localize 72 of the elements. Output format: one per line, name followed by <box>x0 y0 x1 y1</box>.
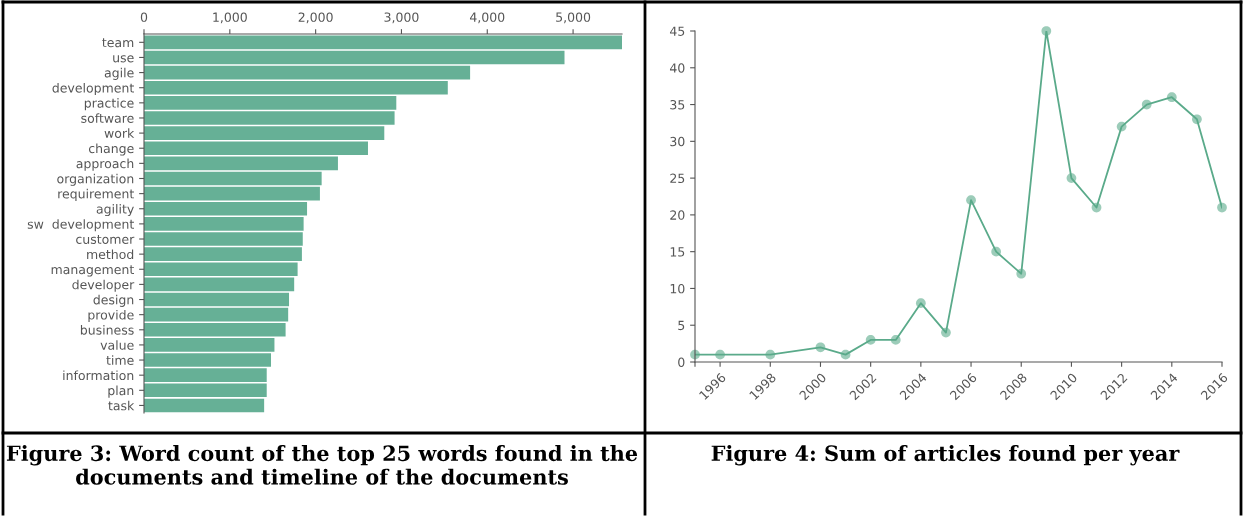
point <box>1016 268 1027 279</box>
y-tick-label: customer <box>76 234 135 244</box>
y-tick-label: information <box>63 370 134 381</box>
y-tick-label: design <box>93 294 134 307</box>
y-tick-label: 30 <box>670 136 685 147</box>
y-tick-label: time <box>106 355 134 365</box>
y-tick-label: software <box>81 113 134 123</box>
y-tick-label: 0 <box>678 357 685 367</box>
y-tick-label: approach <box>76 158 134 171</box>
point <box>715 349 725 360</box>
y-tick-label: plan <box>108 385 134 398</box>
y-tick-label: task <box>108 400 135 411</box>
y-tick-label: business <box>80 325 134 335</box>
y-tick-label: developer <box>72 279 135 292</box>
y-tick-label: value <box>100 340 134 350</box>
bar <box>144 307 289 322</box>
bar <box>144 65 471 80</box>
bar <box>144 171 322 186</box>
point <box>1141 99 1152 110</box>
x-tick-label: 2,000 <box>298 12 333 24</box>
point <box>991 246 1001 257</box>
bar <box>144 50 565 65</box>
x-tick-label: 3,000 <box>384 12 419 24</box>
y-tick-label: 20 <box>670 210 685 220</box>
point <box>765 349 776 360</box>
bar <box>144 398 265 413</box>
y-tick-label: 25 <box>670 173 685 184</box>
y-tick-label: requirement <box>58 188 134 201</box>
y-tick-label: agile <box>104 67 134 80</box>
y-tick-label: management <box>51 265 134 277</box>
text: Figure 3: Word count of the top 25 words found in the documents and timeline of the documents <box>6 445 638 485</box>
y-tick-label: 35 <box>670 100 685 110</box>
y-tick-label: 15 <box>670 247 685 257</box>
y-tick-label: use <box>113 55 134 63</box>
y-tick-label: agility <box>96 204 134 217</box>
bar <box>144 186 320 201</box>
point <box>1116 121 1127 132</box>
y-tick-label: sw development <box>27 219 134 232</box>
y-tick-label: provide <box>88 309 134 323</box>
x-tick-label: 0 <box>140 12 148 22</box>
point <box>966 195 976 206</box>
text: Figure 4: Sum of articles found per year <box>711 445 1180 466</box>
y-tick-label: practice <box>84 98 134 111</box>
point <box>890 335 901 345</box>
y-tick-label: change <box>88 143 134 156</box>
bar <box>144 156 338 171</box>
bar <box>144 292 290 307</box>
point <box>1217 202 1227 213</box>
point <box>840 349 851 360</box>
point <box>941 327 951 338</box>
point <box>815 342 826 353</box>
point <box>916 298 926 309</box>
y-tick-label: method <box>87 249 134 260</box>
point <box>690 349 700 360</box>
y-tick-label: 45 <box>669 26 685 36</box>
point <box>1091 202 1102 213</box>
y-tick-label: organization <box>57 173 134 186</box>
x-tick-label: 4,000 <box>469 12 505 24</box>
y-tick-label: 40 <box>669 63 685 73</box>
y-tick-label: team <box>102 38 134 48</box>
point <box>1192 114 1202 125</box>
y-tick-label: work <box>104 128 135 139</box>
point <box>1066 173 1077 183</box>
y-tick-label: development <box>52 82 134 96</box>
point <box>1166 92 1177 103</box>
point <box>865 335 876 345</box>
y-tick-label: 10 <box>670 283 685 294</box>
x-tick-label: 1,000 <box>213 12 247 24</box>
point <box>1041 26 1052 36</box>
bar <box>144 277 295 292</box>
y-tick-label: 5 <box>678 320 685 331</box>
x-tick-label: 5,000 <box>556 12 591 24</box>
